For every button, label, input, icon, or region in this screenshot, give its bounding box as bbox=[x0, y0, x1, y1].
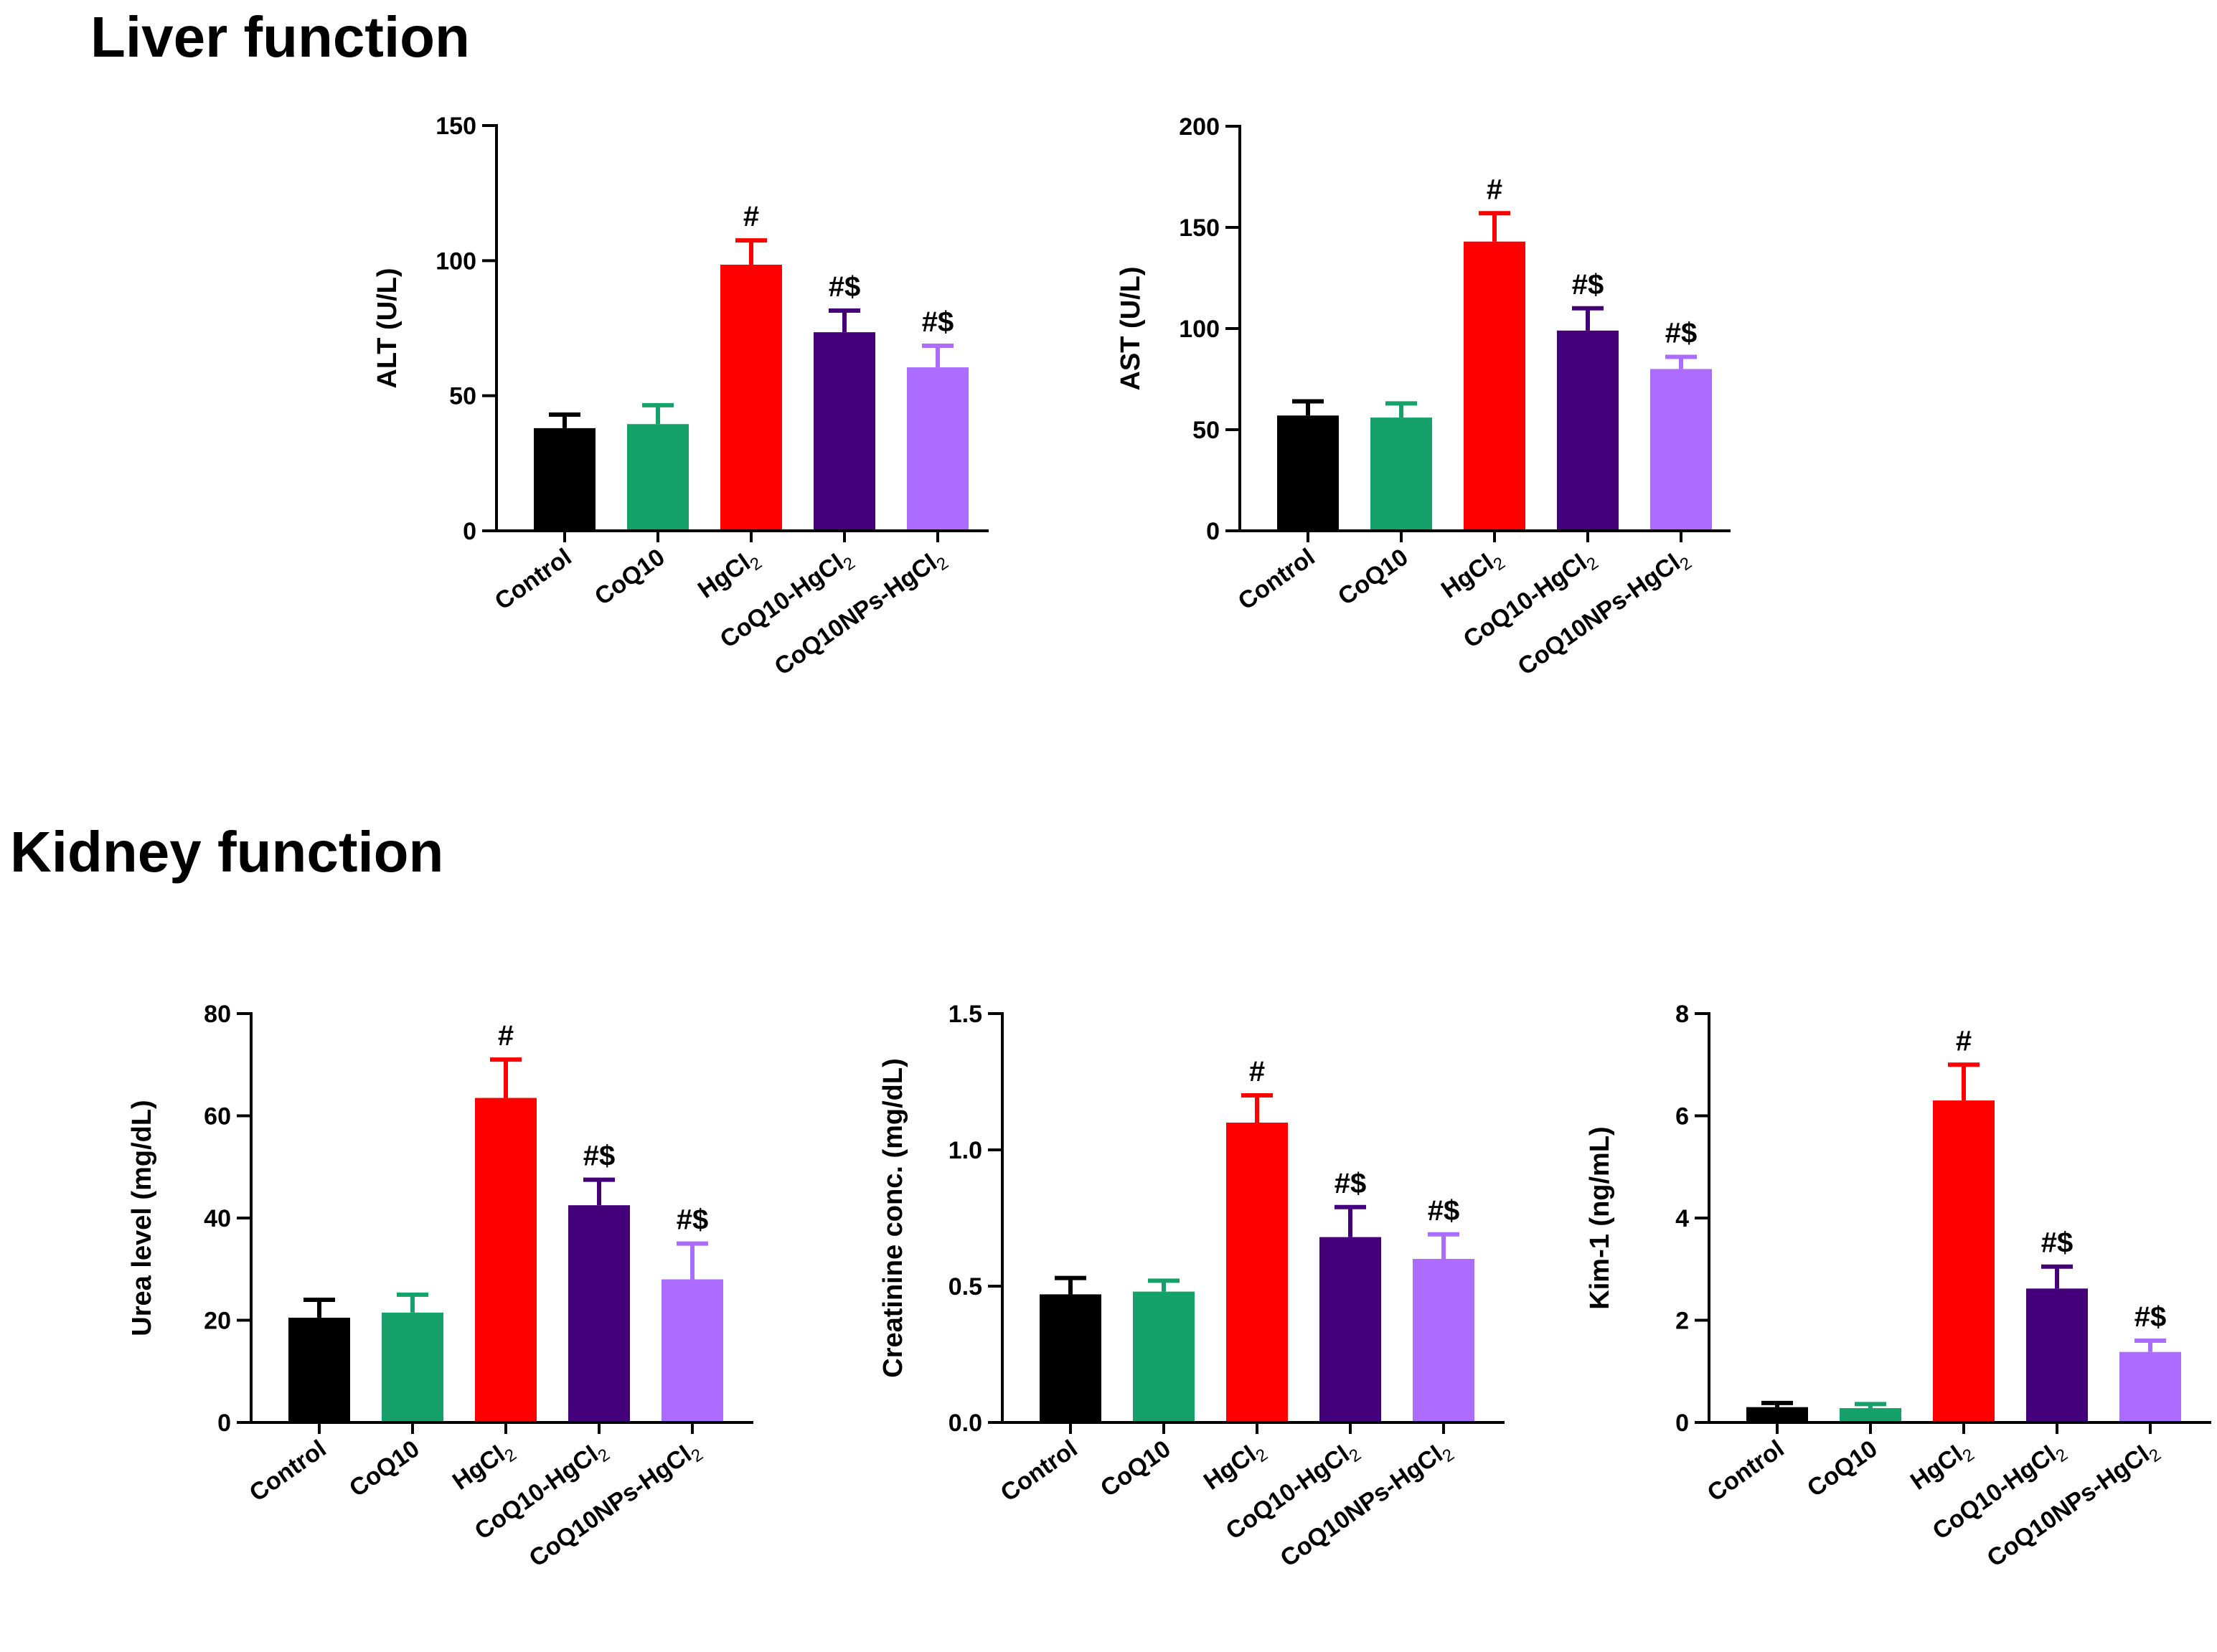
y-tick-label: 1.5 bbox=[949, 1001, 982, 1028]
y-tick-label: 0 bbox=[1675, 1410, 1689, 1437]
category-label: Control bbox=[1703, 1435, 1789, 1506]
category-label: CoQ10 bbox=[1096, 1435, 1176, 1502]
bar-coq10 bbox=[627, 424, 689, 531]
bar-control bbox=[1746, 1407, 1808, 1422]
category-label: CoQ10NPs-HgCl2 bbox=[1513, 543, 1695, 684]
y-tick-label: 60 bbox=[204, 1103, 231, 1131]
category-label: Control bbox=[245, 1435, 331, 1506]
y-tick-label: 0 bbox=[463, 518, 476, 545]
significance-label: #$ bbox=[2041, 1227, 2074, 1259]
y-tick-label: 0 bbox=[217, 1410, 231, 1437]
bar-coq10 bbox=[1370, 417, 1432, 531]
y-tick-label: 100 bbox=[436, 247, 476, 275]
category-label: CoQ10NPs-HgCl2 bbox=[524, 1435, 707, 1575]
y-tick-label: 2 bbox=[1675, 1308, 1689, 1335]
significance-label: #$ bbox=[2134, 1301, 2167, 1333]
category-label: CoQ10NPs-HgCl2 bbox=[1276, 1435, 1458, 1575]
bar-hgcl2 bbox=[1464, 241, 1525, 531]
bar-coq10nps-hgcl2 bbox=[1413, 1259, 1474, 1422]
bar-control bbox=[1277, 415, 1339, 531]
bar-coq10 bbox=[1133, 1291, 1195, 1422]
y-tick-label: 40 bbox=[204, 1205, 231, 1232]
bar-hgcl2 bbox=[720, 264, 782, 531]
bar-coq10 bbox=[1840, 1408, 1901, 1422]
y-tick-label: 0 bbox=[1206, 518, 1220, 545]
y-tick-label: 150 bbox=[436, 113, 476, 140]
y-tick-label: 100 bbox=[1179, 316, 1220, 343]
y-tick-label: 8 bbox=[1675, 1001, 1689, 1028]
bar-coq10nps-hgcl2 bbox=[2119, 1351, 2181, 1422]
category-label: CoQ10 bbox=[344, 1435, 425, 1502]
bar-coq10nps-hgcl2 bbox=[1650, 369, 1712, 531]
category-label: HgCl2 bbox=[1436, 543, 1509, 607]
y-tick-label: 6 bbox=[1675, 1103, 1689, 1131]
category-label: HgCl2 bbox=[693, 543, 766, 607]
y-tick-label: 50 bbox=[449, 383, 476, 410]
bar-coq10nps-hgcl2 bbox=[907, 367, 969, 531]
significance-label: #$ bbox=[583, 1141, 616, 1172]
category-label: Control bbox=[1233, 543, 1320, 615]
bar-coq10nps-hgcl2 bbox=[662, 1279, 723, 1422]
significance-label: # bbox=[1487, 174, 1502, 205]
significance-label: #$ bbox=[829, 271, 861, 303]
y-tick-label: 200 bbox=[1179, 113, 1220, 141]
significance-label: #$ bbox=[1572, 269, 1604, 301]
liver-function-title: Liver function bbox=[90, 5, 470, 69]
category-label: Control bbox=[490, 543, 577, 615]
significance-label: # bbox=[743, 201, 759, 232]
bar-hgcl2 bbox=[1226, 1123, 1288, 1422]
bar-control bbox=[534, 428, 596, 531]
significance-label: #$ bbox=[1428, 1195, 1460, 1227]
bar-coq10-hgcl2 bbox=[1557, 330, 1619, 531]
y-tick-label: 150 bbox=[1179, 214, 1220, 242]
bar-hgcl2 bbox=[475, 1098, 537, 1422]
y-axis-title: Creatinine conc. (mg/dL) bbox=[878, 1058, 908, 1377]
y-axis-title: ALT (U/L) bbox=[372, 268, 403, 388]
bar-coq10-hgcl2 bbox=[1319, 1237, 1381, 1422]
category-label: CoQ10 bbox=[1333, 543, 1413, 610]
category-label: CoQ10 bbox=[590, 543, 670, 610]
category-label: HgCl2 bbox=[448, 1435, 520, 1498]
bar-coq10-hgcl2 bbox=[568, 1205, 630, 1422]
y-tick-label: 0.0 bbox=[949, 1410, 982, 1437]
category-label: HgCl2 bbox=[1906, 1435, 1978, 1498]
category-label: CoQ10NPs-HgCl2 bbox=[770, 543, 952, 684]
significance-label: #$ bbox=[1335, 1168, 1367, 1199]
significance-label: #$ bbox=[1665, 317, 1698, 349]
kidney-function-title: Kidney function bbox=[10, 820, 444, 884]
y-tick-label: 0.5 bbox=[949, 1273, 982, 1301]
significance-label: # bbox=[1249, 1056, 1265, 1087]
y-tick-label: 20 bbox=[204, 1308, 231, 1335]
y-tick-label: 50 bbox=[1192, 417, 1220, 444]
category-label: CoQ10NPs-HgCl2 bbox=[1982, 1435, 2165, 1575]
y-tick-label: 1.0 bbox=[949, 1137, 982, 1164]
significance-label: # bbox=[1956, 1025, 1972, 1057]
y-axis-title: Kim-1 (ng/mL) bbox=[1585, 1126, 1615, 1309]
significance-label: #$ bbox=[677, 1204, 709, 1236]
y-tick-label: 80 bbox=[204, 1001, 231, 1028]
category-label: CoQ10 bbox=[1802, 1435, 1883, 1502]
bar-coq10-hgcl2 bbox=[814, 332, 875, 531]
category-label: HgCl2 bbox=[1199, 1435, 1271, 1498]
y-tick-label: 4 bbox=[1675, 1205, 1689, 1232]
significance-label: # bbox=[498, 1020, 514, 1052]
bar-control bbox=[1040, 1294, 1101, 1422]
category-label: Control bbox=[996, 1435, 1083, 1506]
bar-coq10-hgcl2 bbox=[2026, 1288, 2088, 1422]
bar-coq10 bbox=[382, 1312, 443, 1422]
significance-label: #$ bbox=[922, 306, 954, 338]
bar-control bbox=[288, 1317, 350, 1422]
bar-hgcl2 bbox=[1933, 1100, 1995, 1422]
y-axis-title: Urea level (mg/dL) bbox=[127, 1100, 157, 1336]
y-axis-title: AST (U/L) bbox=[1116, 266, 1146, 390]
